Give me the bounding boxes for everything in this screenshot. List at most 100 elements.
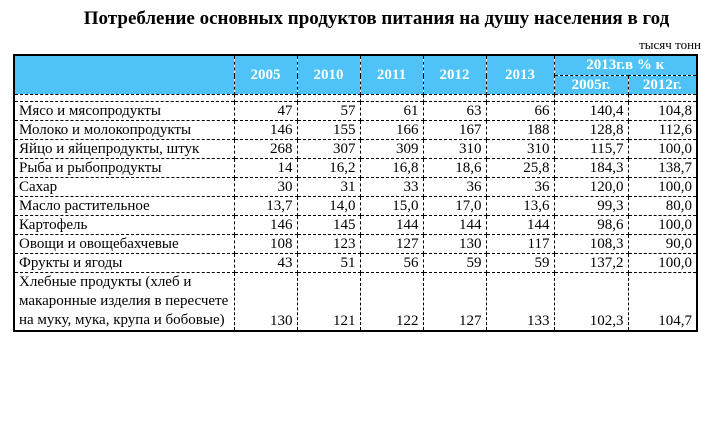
value-cell: 184,3 [553,158,629,178]
header-year: 2013 [485,54,555,95]
header-year: 2012 [422,54,487,95]
value-cell: 61 [359,101,424,121]
header-name-cell [13,54,235,95]
value-cell: 51 [296,253,361,273]
header-pct-group: 2013г.в % к [553,54,698,76]
header-year: 2010 [296,54,361,95]
value-cell: 167 [422,120,487,140]
value-cell: 47 [233,101,298,121]
value-cell: 144 [359,215,424,235]
value-cell: 309 [359,139,424,159]
header-year: 2005 [233,54,298,95]
value-cell: 140,4 [553,101,629,121]
value-cell: 137,2 [553,253,629,273]
value-cell: 14,0 [296,196,361,216]
value-cell: 17,0 [422,196,487,216]
header-pct-col: 2012г. [627,75,698,95]
value-cell: 80,0 [627,196,698,216]
value-cell: 138,7 [627,158,698,178]
value-cell: 36 [485,177,555,197]
table-row: Картофель 146 145 144 144 144 98,6 100,0 [13,215,698,235]
value-cell: 146 [233,215,298,235]
value-cell: 104,8 [627,101,698,121]
value-cell: 128,8 [553,120,629,140]
value-cell: 63 [422,101,487,121]
table-row: Фрукты и ягоды 43 51 56 59 59 137,2 100,0 [13,253,698,273]
value-cell: 144 [422,215,487,235]
table-row: Хлебные продукты (хлеб и макаронные изде… [13,272,698,332]
value-cell: 25,8 [485,158,555,178]
product-name: Сахар [13,177,235,197]
header-pct-col: 2005г. [553,75,629,95]
table-row: Мясо и мясопродукты 47 57 61 63 66 140,4 104,8 [13,101,698,121]
product-name: Картофель [13,215,235,235]
value-cell: 117 [485,234,555,254]
product-name: Молоко и молокопродукты [13,120,235,140]
spacer-row [13,94,698,102]
value-cell: 144 [485,215,555,235]
product-name: Мясо и мясопродукты [13,101,235,121]
value-cell: 127 [422,272,487,332]
table-row: Молоко и молокопродукты 146 155 166 167 188 12… [13,120,698,140]
value-cell: 33 [359,177,424,197]
value-cell: 121 [296,272,361,332]
value-cell: 30 [233,177,298,197]
value-cell: 133 [485,272,555,332]
product-name: Хлебные продукты (хлеб и макаронные изде… [13,272,235,332]
value-cell: 115,7 [553,139,629,159]
value-cell: 145 [296,215,361,235]
value-cell: 310 [485,139,555,159]
value-cell: 100,0 [627,177,698,197]
table-row: Масло растительное 13,7 14,0 15,0 17,0 13,6 99… [13,196,698,216]
value-cell: 307 [296,139,361,159]
table-row: Рыба и рыбопродукты 14 16,2 16,8 18,6 25,8 184… [13,158,698,178]
value-cell: 99,3 [553,196,629,216]
value-cell: 56 [359,253,424,273]
value-cell: 268 [233,139,298,159]
value-cell: 188 [485,120,555,140]
consumption-table: 2005 2010 2011 2012 2013 2013г.в % к 200… [13,54,698,332]
product-name: Яйцо и яйцепродукты, штук [13,139,235,159]
product-name: Овощи и овощебахчевые [13,234,235,254]
value-cell: 15,0 [359,196,424,216]
product-name: Масло растительное [13,196,235,216]
value-cell: 31 [296,177,361,197]
value-cell: 104,7 [627,272,698,332]
value-cell: 122 [359,272,424,332]
value-cell: 166 [359,120,424,140]
value-cell: 90,0 [627,234,698,254]
value-cell: 16,2 [296,158,361,178]
value-cell: 16,8 [359,158,424,178]
value-cell: 130 [233,272,298,332]
value-cell: 120,0 [553,177,629,197]
value-cell: 57 [296,101,361,121]
product-name: Фрукты и ягоды [13,253,235,273]
value-cell: 98,6 [553,215,629,235]
value-cell: 112,6 [627,120,698,140]
value-cell: 102,3 [553,272,629,332]
value-cell: 100,0 [627,253,698,273]
value-cell: 127 [359,234,424,254]
table-row: Сахар 30 31 33 36 36 120,0 100,0 [13,177,698,197]
value-cell: 59 [422,253,487,273]
value-cell: 18,6 [422,158,487,178]
table-row: Овощи и овощебахчевые 108 123 127 130 117 108,… [13,234,698,254]
value-cell: 100,0 [627,139,698,159]
value-cell: 14 [233,158,298,178]
units-label: тысяч тонн [639,37,701,52]
header-year: 2011 [359,54,424,95]
value-cell: 36 [422,177,487,197]
product-name: Рыба и рыбопродукты [13,158,235,178]
value-cell: 155 [296,120,361,140]
value-cell: 130 [422,234,487,254]
value-cell: 100,0 [627,215,698,235]
value-cell: 310 [422,139,487,159]
value-cell: 43 [233,253,298,273]
value-cell: 13,7 [233,196,298,216]
page-title: Потребление основных продуктов питания н… [83,8,670,29]
value-cell: 13,6 [485,196,555,216]
value-cell: 123 [296,234,361,254]
value-cell: 108,3 [553,234,629,254]
table-row: Яйцо и яйцепродукты, штук 268 307 309 310 310… [13,139,698,159]
value-cell: 66 [485,101,555,121]
